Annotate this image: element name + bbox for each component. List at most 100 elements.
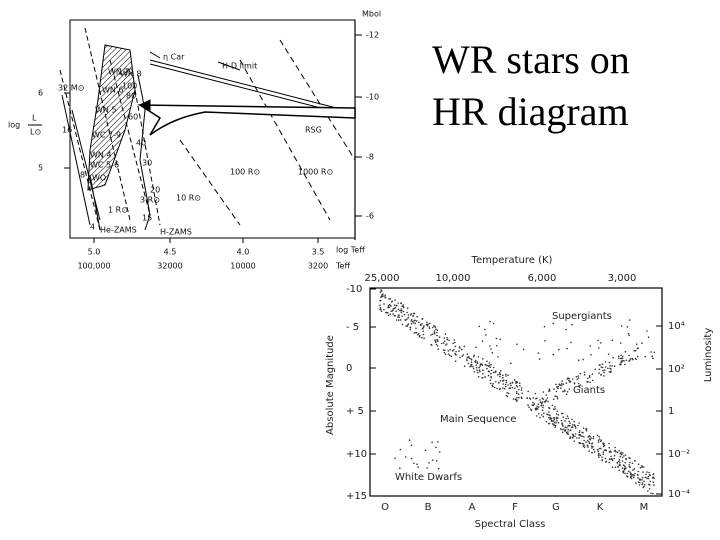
star [545,394,548,396]
star [473,371,476,373]
star [410,323,413,325]
star [395,319,398,321]
star [548,390,550,393]
star [422,330,425,333]
star [539,401,542,404]
star [574,425,577,428]
tick-label: 10⁴ [668,321,685,332]
star [400,302,402,305]
star [618,460,620,463]
star [610,451,612,454]
star [564,389,566,392]
star [646,330,648,332]
star [503,387,506,390]
star [566,415,569,417]
star [634,472,636,475]
star [533,403,536,405]
star [647,475,650,478]
star [438,336,441,338]
star [486,367,488,370]
star [502,383,505,385]
star [515,381,518,383]
axis-label: Absolute Magnitude [325,335,336,435]
star [632,469,634,471]
star [454,341,456,344]
star [409,326,412,329]
star [552,398,555,401]
star [505,373,507,376]
star [627,332,630,335]
star [608,361,611,364]
star [634,460,636,462]
star [632,358,634,361]
star [546,413,548,416]
star [422,333,425,336]
star [629,461,631,464]
star [532,404,535,407]
star [478,325,481,328]
star [615,451,617,453]
star [529,408,532,411]
star [418,336,421,338]
star [492,382,494,385]
star [575,376,578,378]
star [579,442,581,445]
star [499,375,501,378]
star [577,359,580,362]
star [647,336,650,339]
star [505,375,507,377]
wr-type: WN 5 [95,106,117,115]
star [651,477,654,479]
star [585,441,587,444]
star [417,333,420,335]
star [646,477,648,479]
star [492,322,495,325]
star [476,371,479,374]
star [597,439,600,442]
wr-region [87,44,136,191]
star [420,324,422,327]
star [408,439,411,441]
star [579,386,581,389]
star [627,470,630,473]
star [628,360,630,362]
star [417,466,419,469]
star [459,347,461,349]
annotation: He-ZAMS [100,226,137,235]
star [610,370,612,373]
star [556,420,558,422]
star [539,416,541,419]
star [647,483,650,486]
star [628,464,631,466]
star [620,363,622,366]
star [590,437,592,439]
star [515,382,517,385]
star [396,304,398,307]
star [444,353,447,356]
region-label: Giants [573,385,605,396]
star [482,358,484,360]
star [470,363,473,366]
star [630,477,633,480]
region-label: Main Sequence [440,414,516,425]
star [546,397,549,399]
star [507,374,509,377]
star [466,353,469,355]
star [491,384,494,387]
star [414,322,417,325]
star [607,353,610,355]
star [652,357,654,360]
star [380,310,383,313]
star [477,356,480,358]
star [547,400,549,403]
star [489,382,492,385]
star [405,456,407,458]
star [470,359,473,361]
star [650,492,652,495]
star [616,451,619,454]
axis-label: Spectral Class [475,519,546,530]
star [435,328,437,331]
star [573,440,575,443]
star [478,369,481,372]
star [554,424,557,427]
